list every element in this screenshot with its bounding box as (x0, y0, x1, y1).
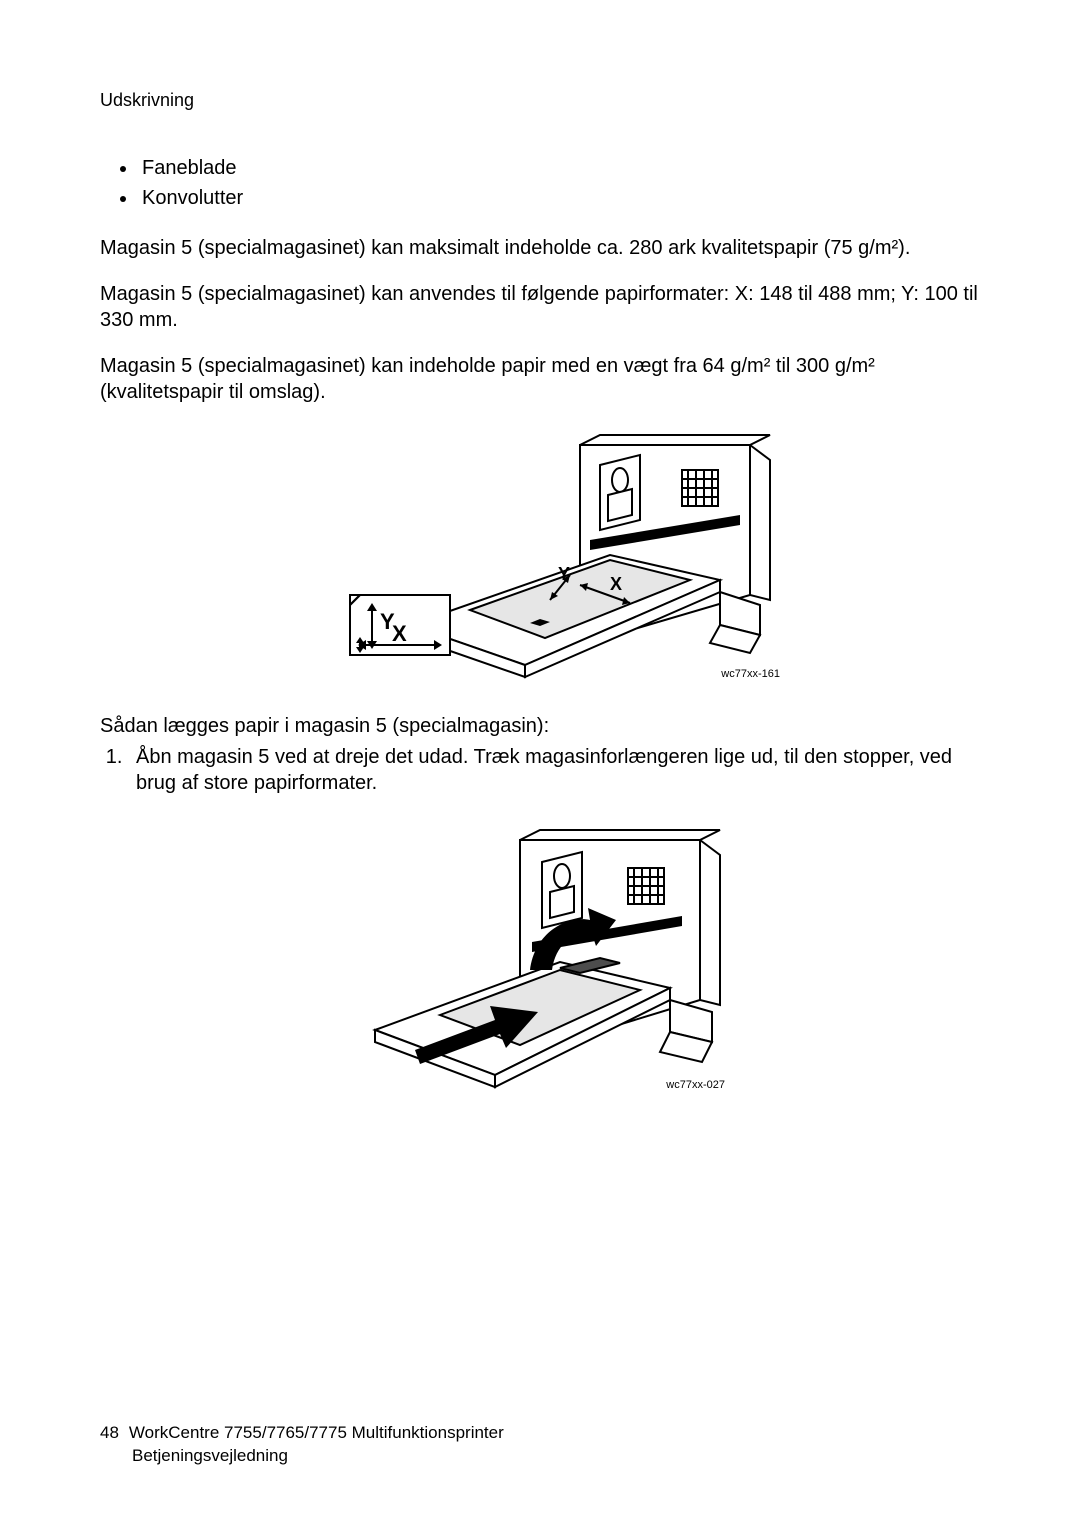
bullet-item: Konvolutter (138, 183, 980, 213)
bullet-item: Faneblade (138, 153, 980, 183)
figure-2-caption: wc77xx-027 (665, 1079, 725, 1091)
figure-1: X Y (100, 425, 980, 685)
page: Udskrivning Faneblade Konvolutter Magasi… (0, 0, 1080, 1528)
bullet-list: Faneblade Konvolutter (100, 153, 980, 213)
paragraph-3: Magasin 5 (specialmagasinet) kan indehol… (100, 353, 980, 405)
footer-line-2: Betjeningsvejledning (132, 1445, 288, 1468)
printer-tray-xy-diagram-icon: X Y (280, 425, 800, 685)
procedure-lead: Sådan lægges papir i magasin 5 (specialm… (100, 715, 980, 738)
running-head: Udskrivning (100, 90, 980, 111)
footer-line-1: WorkCentre 7755/7765/7775 Multifunktions… (129, 1423, 504, 1442)
page-footer: 48 WorkCentre 7755/7765/7775 Multifunktio… (100, 1422, 504, 1468)
step-1: Åbn magasin 5 ved at dreje det udad. Træ… (128, 744, 980, 796)
figure-2: wc77xx-027 (100, 820, 980, 1110)
figure-1-caption: wc77xx-161 (720, 668, 780, 680)
paragraph-1: Magasin 5 (specialmagasinet) kan maksima… (100, 235, 980, 261)
printer-tray-open-diagram-icon: wc77xx-027 (320, 820, 760, 1110)
x-axis-label-on-paper: X (610, 574, 622, 594)
x-axis-label: X (392, 621, 407, 646)
y-axis-label-on-paper: Y (558, 564, 570, 584)
steps-list: Åbn magasin 5 ved at dreje det udad. Træ… (100, 744, 980, 796)
page-number: 48 (100, 1422, 119, 1445)
paragraph-2: Magasin 5 (specialmagasinet) kan anvende… (100, 281, 980, 333)
